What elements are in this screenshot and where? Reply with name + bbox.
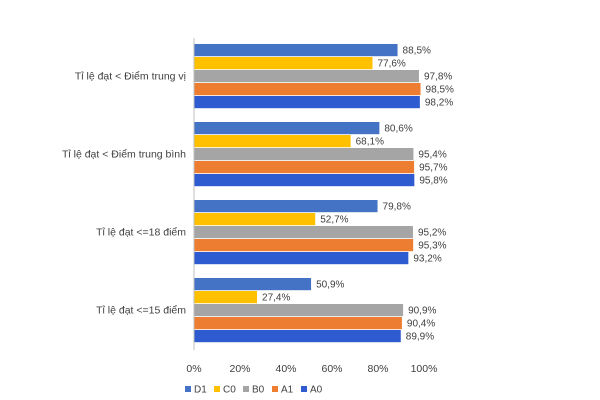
bar-a1-2	[194, 161, 415, 174]
bar-b0-2	[194, 148, 414, 161]
data-label: 90,9%	[408, 306, 436, 317]
bar-d1-2	[194, 122, 380, 135]
data-label: 98,5%	[426, 85, 454, 96]
x-tick-labels: 0% 20% 40% 60% 80% 100%	[186, 363, 437, 375]
legend-label: B0	[252, 385, 265, 396]
bar-a1-4	[194, 317, 402, 330]
data-label: 95,2%	[418, 228, 446, 239]
data-label: 89,9%	[406, 332, 434, 343]
x-tick-label: 100%	[411, 363, 438, 375]
category-label: Tỉ lệ đạt <=18 điểm	[96, 227, 186, 239]
bar-a0-3	[194, 252, 409, 265]
category-label: Tỉ lệ đạt < Điểm trung vị	[75, 71, 186, 83]
x-tick-label: 20%	[229, 363, 250, 375]
data-label: 90,4%	[407, 319, 435, 330]
data-label: 95,7%	[419, 163, 447, 174]
category-labels: Tỉ lệ đạt < Điểm trung vị Tỉ lệ đạt < Điể…	[62, 71, 186, 317]
bar-c0-1	[194, 57, 373, 70]
bar-d1-4	[194, 278, 312, 291]
data-label: 77,6%	[377, 59, 405, 70]
data-label: 79,8%	[383, 202, 411, 213]
bar-b0-1	[194, 70, 419, 83]
x-tick-label: 80%	[367, 363, 388, 375]
bar-c0-2	[194, 135, 351, 148]
legend: D1 C0 B0 A1 A0	[185, 385, 323, 396]
x-tick-label: 0%	[186, 363, 201, 375]
data-label: 95,8%	[419, 176, 447, 187]
bar-c0-3	[194, 213, 316, 226]
bar-a0-4	[194, 330, 401, 343]
data-label: 52,7%	[320, 215, 348, 226]
bar-a1-1	[194, 83, 421, 96]
bar-a0-1	[194, 96, 420, 109]
x-tick-label: 60%	[321, 363, 342, 375]
legend-label: A0	[310, 385, 323, 396]
legend-swatch-a0	[301, 386, 307, 392]
data-label: 98,2%	[425, 98, 453, 109]
legend-swatch-c0	[214, 386, 220, 392]
data-label: 50,9%	[316, 280, 344, 291]
legend-swatch-d1	[185, 386, 191, 392]
data-label: 80,6%	[384, 124, 412, 135]
category-label: Tỉ lệ đạt <=15 điểm	[96, 305, 186, 317]
data-label: 88,5%	[403, 46, 431, 57]
bar-b0-3	[194, 226, 413, 239]
bar-a1-3	[194, 239, 414, 252]
legend-label: C0	[223, 385, 236, 396]
legend-label: A1	[281, 385, 294, 396]
data-label: 97,8%	[424, 72, 452, 83]
legend-swatch-a1	[272, 386, 278, 392]
bar-a0-2	[194, 174, 415, 187]
data-label: 93,2%	[413, 254, 441, 265]
legend-label: D1	[194, 385, 207, 396]
x-tick-label: 40%	[275, 363, 296, 375]
data-label: 95,4%	[418, 150, 446, 161]
bar-d1-3	[194, 200, 378, 213]
category-label: Tỉ lệ đạt < Điểm trung bình	[62, 149, 186, 161]
bar-c0-4	[194, 291, 258, 304]
data-label: 27,4%	[262, 293, 290, 304]
bar-b0-4	[194, 304, 404, 317]
bars-layer: 88,5% 77,6% 97,8% 98,5% 98,2% 80,6%68,1% 95,4%…	[194, 44, 454, 343]
bar-d1-1	[194, 44, 398, 57]
legend-swatch-b0	[243, 386, 249, 392]
data-label: 95,3%	[418, 241, 446, 252]
data-label: 68,1%	[356, 137, 384, 148]
